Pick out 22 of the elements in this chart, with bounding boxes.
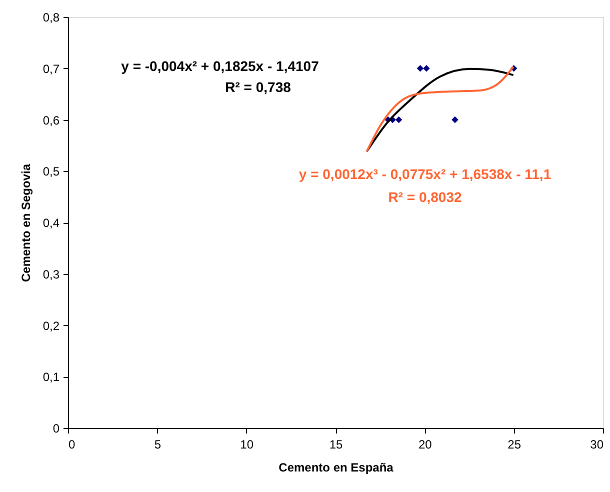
y-axis-title: Cemento en Segovia (18, 164, 33, 282)
y-tick-label: 0,7 (42, 62, 60, 76)
x-tick-label: 5 (154, 438, 162, 452)
x-tick-label: 15 (329, 438, 343, 452)
x-tick-label: 20 (418, 438, 432, 452)
annotation: R² = 0,8032 (388, 189, 462, 205)
x-tick-label: 10 (240, 438, 254, 452)
y-tick-label: 0,3 (42, 267, 60, 282)
x-tick-label: 30 (590, 438, 604, 452)
x-tick-label: 25 (508, 438, 522, 452)
y-tick-label: 0,2 (42, 318, 60, 333)
y-tick-label: 0,8 (42, 10, 60, 24)
x-tick-label: 0 (68, 438, 76, 452)
annotation: y = -0,004x² + 0,1825x - 1,4107 (121, 58, 320, 74)
y-tick-label: 0 (52, 422, 60, 436)
annotation: y = 0,0012x³ - 0,0775x² + 1,6538x - 11,1 (298, 166, 552, 182)
x-axis-title: Cemento en España (278, 460, 394, 474)
annotation: R² = 0,738 (225, 79, 292, 95)
y-tick-label: 0,6 (42, 113, 60, 128)
y-tick-label: 0,5 (42, 164, 60, 179)
y-tick-label: 0,1 (42, 370, 60, 384)
y-tick-label: 0,4 (42, 216, 60, 230)
